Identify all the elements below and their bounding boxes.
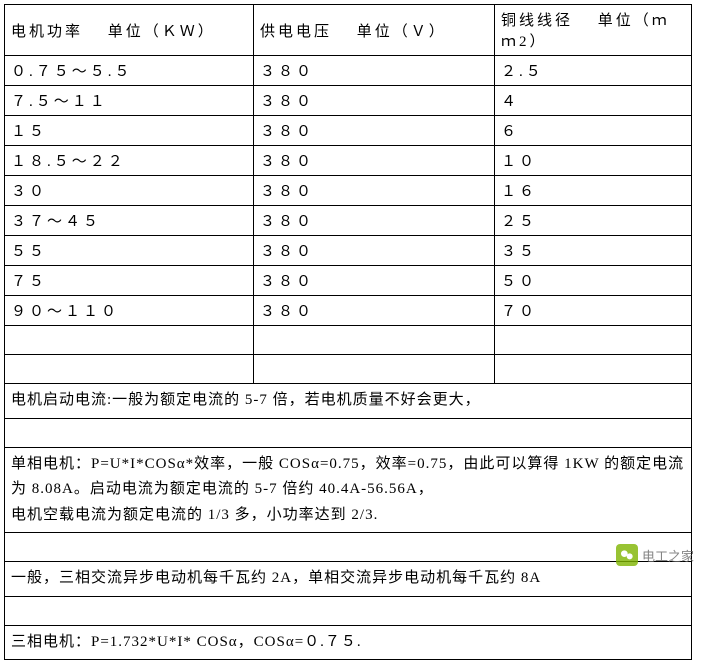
cell-wire: ７０ [495, 296, 692, 326]
note-three-phase: 三相电机：P=1.732*U*I* COSα，COSα=０.７５. [5, 625, 692, 660]
table-row: ５５ ３８０ ３５ [5, 236, 692, 266]
cell-voltage: ３８０ [254, 266, 495, 296]
empty-row [5, 326, 692, 355]
watermark: 电工之家 [616, 544, 694, 566]
cell-wire: １０ [495, 146, 692, 176]
empty-row [5, 533, 692, 562]
cell-power: ３０ [5, 176, 254, 206]
cell-wire: １６ [495, 176, 692, 206]
cell-power: １８.５～２２ [5, 146, 254, 176]
cell-power: １５ [5, 116, 254, 146]
cell-power: ７５ [5, 266, 254, 296]
table-header-row: 电机功率 单位（ＫＷ） 供电电压 单位（Ｖ） 铜线线径 单位（ｍｍ2） [5, 5, 692, 56]
note-single-phase: 单相电机：P=U*I*COSα*效率，一般 COSα=0.75，效率=0.75，… [5, 447, 692, 533]
header-wire: 铜线线径 单位（ｍｍ2） [495, 5, 692, 56]
note-single-phase-l2: 电机空载电流为额定电流的 1/3 多，小功率达到 2/3. [11, 507, 378, 523]
header-voltage-unit: 单位（Ｖ） [357, 24, 447, 40]
table-row: ３７～４５ ３８０ ２５ [5, 206, 692, 236]
watermark-text: 电工之家 [642, 546, 694, 565]
empty-row [5, 355, 692, 384]
table-row: ９０～１１０ ３８０ ７０ [5, 296, 692, 326]
header-voltage-label: 供电电压 [260, 24, 332, 40]
cell-voltage: ３８０ [254, 116, 495, 146]
note-row: 单相电机：P=U*I*COSα*效率，一般 COSα=0.75，效率=0.75，… [5, 447, 692, 533]
note-row: 电机启动电流:一般为额定电流的 5-7 倍，若电机质量不好会更大， [5, 384, 692, 419]
cell-voltage: ３８０ [254, 56, 495, 86]
cell-wire: ５０ [495, 266, 692, 296]
cell-power: ９０～１１０ [5, 296, 254, 326]
cell-wire: ６ [495, 116, 692, 146]
header-wire-label: 铜线线径 [501, 13, 573, 29]
note-row: 三相电机：P=1.732*U*I* COSα，COSα=０.７５. [5, 625, 692, 660]
header-power-label: 电机功率 [11, 24, 83, 40]
cell-power: ３７～４５ [5, 206, 254, 236]
cell-voltage: ３８０ [254, 176, 495, 206]
table-row: １５ ３８０ ６ [5, 116, 692, 146]
empty-row [5, 418, 692, 447]
cell-voltage: ３８０ [254, 86, 495, 116]
cell-wire: ４ [495, 86, 692, 116]
table-row: ０.７５～５.５ ３８０ ２.５ [5, 56, 692, 86]
cell-voltage: ３８０ [254, 206, 495, 236]
table-row: ７.５～１１ ３８０ ４ [5, 86, 692, 116]
wire-sizing-table: 电机功率 单位（ＫＷ） 供电电压 单位（Ｖ） 铜线线径 单位（ｍｍ2） ０.７５… [4, 4, 692, 660]
empty-row [5, 596, 692, 625]
note-single-phase-l1: 单相电机：P=U*I*COSα*效率，一般 COSα=0.75，效率=0.75，… [11, 456, 684, 498]
table-row: １８.５～２２ ３８０ １０ [5, 146, 692, 176]
cell-voltage: ３８０ [254, 236, 495, 266]
note-row: 一般，三相交流异步电动机每千瓦约 2A，单相交流异步电动机每千瓦约 8A [5, 562, 692, 597]
cell-voltage: ３８０ [254, 296, 495, 326]
cell-power: ７.５～１１ [5, 86, 254, 116]
cell-wire: ３５ [495, 236, 692, 266]
cell-voltage: ３８０ [254, 146, 495, 176]
cell-wire: ２.５ [495, 56, 692, 86]
cell-power: ５５ [5, 236, 254, 266]
cell-power: ０.７５～５.５ [5, 56, 254, 86]
header-voltage: 供电电压 单位（Ｖ） [254, 5, 495, 56]
note-start-current: 电机启动电流:一般为额定电流的 5-7 倍，若电机质量不好会更大， [5, 384, 692, 419]
table-row: ７５ ３８０ ５０ [5, 266, 692, 296]
wechat-icon [616, 544, 638, 566]
cell-wire: ２５ [495, 206, 692, 236]
header-power: 电机功率 单位（ＫＷ） [5, 5, 254, 56]
note-per-kw: 一般，三相交流异步电动机每千瓦约 2A，单相交流异步电动机每千瓦约 8A [5, 562, 692, 597]
header-power-unit: 单位（ＫＷ） [108, 24, 216, 40]
table-row: ３０ ３８０ １６ [5, 176, 692, 206]
